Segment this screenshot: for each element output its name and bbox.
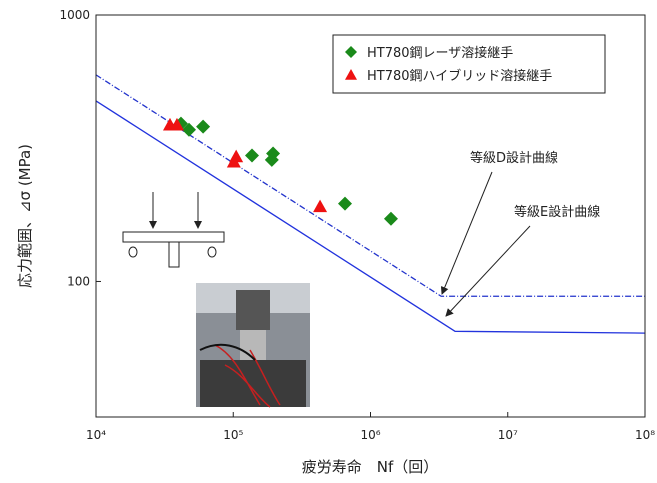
data-point bbox=[245, 148, 260, 163]
data-point bbox=[313, 199, 328, 213]
x-tick-label: 10⁷ bbox=[498, 428, 518, 442]
y-axis-label: 応力範囲、⊿σ (MPa) bbox=[16, 144, 34, 288]
data-point bbox=[338, 196, 353, 211]
test-photo bbox=[196, 283, 310, 408]
data-point bbox=[196, 119, 211, 134]
data-point bbox=[383, 211, 398, 226]
design-curve bbox=[95, 100, 646, 334]
data-point bbox=[182, 122, 197, 137]
legend: HT780鋼レーザ溶接継手 HT780鋼ハイブリッド溶接継手 bbox=[332, 34, 606, 94]
x-tick-label: 10⁸ bbox=[635, 428, 655, 442]
data-point bbox=[264, 152, 279, 167]
x-tick-label: 10⁵ bbox=[223, 428, 243, 442]
legend-marker bbox=[345, 46, 357, 58]
legend-marker bbox=[345, 69, 357, 80]
x-tick-label: 10⁴ bbox=[86, 428, 106, 442]
legend-box bbox=[332, 34, 606, 94]
design-curve bbox=[95, 74, 645, 297]
plot-frame bbox=[95, 14, 646, 418]
legend-label: HT780鋼ハイブリッド溶接継手 bbox=[367, 68, 552, 84]
specimen-sketch bbox=[122, 192, 225, 268]
x-axis-label: 疲労寿命 Nf（回） bbox=[302, 458, 439, 476]
annotation-arrow bbox=[440, 171, 493, 295]
x-tick-label: 10⁶ bbox=[360, 428, 380, 442]
y-tick-label: 1000 bbox=[59, 8, 90, 22]
legend-label: HT780鋼レーザ溶接継手 bbox=[367, 45, 513, 61]
data-point bbox=[226, 154, 241, 168]
y-tick-label: 100 bbox=[67, 274, 90, 288]
data-point bbox=[169, 117, 184, 131]
annotation: 等級D設計曲線 bbox=[470, 150, 558, 166]
annotation: 等級E設計曲線 bbox=[514, 204, 600, 220]
annotation-arrow bbox=[445, 225, 531, 317]
